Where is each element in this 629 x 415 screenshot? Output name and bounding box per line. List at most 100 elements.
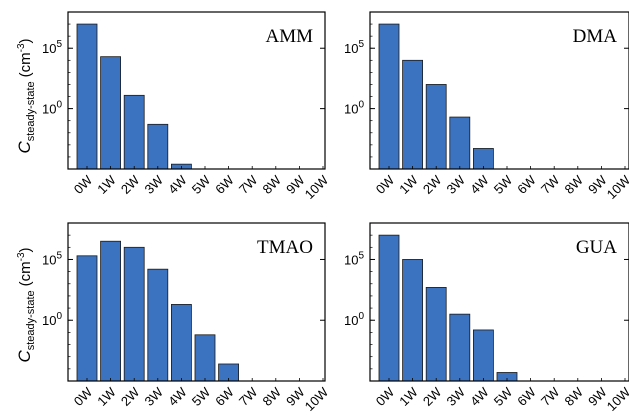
bar-5W (496, 372, 518, 381)
y-tick-label-exp: 0 (56, 311, 62, 322)
x-tick-label: 2W (420, 384, 445, 409)
x-tick-label: 6W (514, 384, 539, 409)
ylabel-sub: steady-state (25, 290, 37, 350)
y-tick-label-base: 10 (42, 102, 56, 117)
y-tick-label: 100 (42, 100, 62, 117)
ylabel-sub: steady-state (25, 81, 37, 141)
ylabel-unit: (cm (17, 52, 34, 77)
y-tick-label-exp: 5 (358, 250, 364, 261)
bar-2W (425, 84, 447, 169)
x-tick-label: 0W (71, 172, 96, 197)
x-tick-label: 6W (212, 384, 237, 409)
bar-2W (425, 287, 447, 381)
bar-0W (378, 23, 400, 169)
bar-3W (147, 268, 169, 381)
y-tick-label: 105 (344, 250, 364, 267)
bar-group (378, 234, 518, 381)
y-tick-label-base: 10 (344, 41, 358, 56)
bar-3W (449, 116, 471, 169)
x-tick-label: 10W (302, 384, 332, 414)
bar-4W (472, 329, 494, 381)
x-tick-label: 4W (165, 384, 190, 409)
y-axis-label-top: Csteady-state (cm-3) (15, 38, 37, 153)
bar-2W (123, 94, 145, 169)
x-tick-label: 10W (302, 172, 332, 202)
panel-label: TMAO (257, 237, 313, 258)
bar-1W (100, 240, 121, 381)
panel-label: AMM (265, 26, 313, 47)
x-tick-label: 7W (538, 172, 563, 197)
x-tick-label: 6W (514, 172, 539, 197)
bar-6W (218, 363, 240, 381)
x-tick-label: 4W (467, 172, 492, 197)
x-tick-label: 8W (260, 172, 285, 197)
x-tick-label: 2W (118, 384, 143, 409)
x-tick-label: 1W (396, 384, 421, 409)
bar-1W (402, 59, 424, 169)
svg-text:Csteady-state(cm-3): Csteady-state (cm-3) (15, 247, 37, 362)
ylabel-main: C (15, 141, 34, 154)
ylabel-unit-close: ) (17, 247, 34, 252)
x-tick-label: 0W (373, 384, 398, 409)
x-tick-label: 10W (604, 172, 629, 202)
x-tick-label: 1W (94, 384, 119, 409)
plot-frame (369, 11, 629, 170)
x-tick-label: 3W (444, 172, 469, 197)
x-tick-label: 7W (236, 172, 261, 197)
x-tick-label: 7W (538, 384, 563, 409)
ylabel-unit-close: ) (17, 38, 34, 43)
x-tick-label: 1W (396, 172, 421, 197)
x-tick-label: 0W (373, 172, 398, 197)
x-tick-label: 2W (420, 172, 445, 197)
y-tick-label: 100 (344, 100, 364, 117)
panel-label: DMA (573, 26, 618, 47)
x-tick-label: 10W (604, 384, 629, 414)
bar-0W (76, 23, 98, 169)
plot-frame (369, 222, 629, 382)
plot-frame (67, 11, 326, 170)
x-tick-label: 4W (467, 384, 492, 409)
bar-3W (147, 123, 169, 169)
ylabel-unit: (cm (17, 261, 34, 286)
bar-0W (76, 255, 98, 381)
y-tick-label: 100 (344, 311, 364, 328)
bar-4W (472, 148, 494, 169)
y-tick-label-exp: 0 (358, 311, 364, 322)
panel-label: GUA (576, 237, 617, 258)
y-tick-label-base: 10 (344, 102, 358, 117)
ylabel-unit-exp: -3 (16, 43, 27, 52)
y-tick-label-exp: 0 (56, 100, 62, 111)
x-tick-label: 5W (491, 172, 516, 197)
plot-frame (67, 222, 326, 382)
y-tick-label: 100 (42, 311, 62, 328)
x-tick-label: 5W (189, 384, 214, 409)
bar-group (76, 240, 240, 381)
y-tick-label: 105 (42, 39, 62, 56)
x-tick-label: 3W (142, 384, 167, 409)
x-tick-label: 4W (165, 172, 190, 197)
y-tick-label-exp: 5 (56, 250, 62, 261)
bar-3W (449, 313, 471, 381)
ylabel-main: C (15, 350, 34, 363)
x-tick-label: 7W (236, 384, 261, 409)
x-tick-label: 3W (142, 172, 167, 197)
x-tick-label: 5W (491, 384, 516, 409)
y-tick-label-base: 10 (344, 313, 358, 328)
x-tick-label: 3W (444, 384, 469, 409)
x-tick-label: 0W (71, 384, 96, 409)
ylabel-unit-exp: -3 (16, 252, 27, 261)
x-tick-label: 1W (94, 172, 119, 197)
y-tick-label-base: 10 (42, 313, 56, 328)
bar-5W (194, 334, 216, 381)
x-tick-label: 6W (212, 172, 237, 197)
x-tick-label: 8W (260, 384, 285, 409)
x-tick-label: 5W (189, 172, 214, 197)
bar-group (378, 23, 494, 169)
y-tick-label-exp: 5 (56, 39, 62, 50)
bar-4W (170, 304, 192, 381)
